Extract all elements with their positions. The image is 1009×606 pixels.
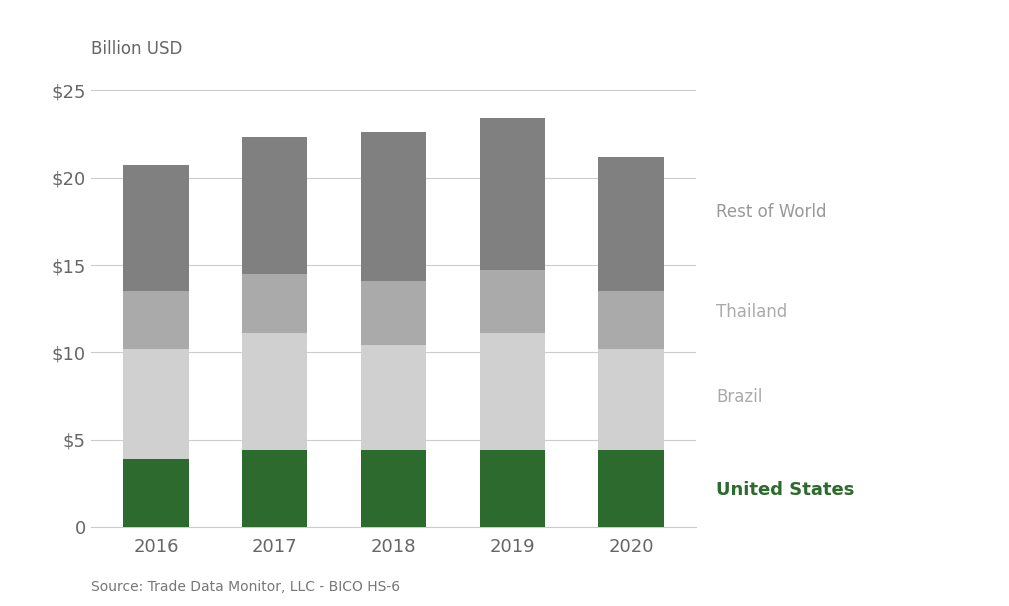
Bar (242, 333, 308, 450)
Text: Brazil: Brazil (716, 388, 763, 406)
Text: Rest of World: Rest of World (716, 202, 827, 221)
Bar (479, 118, 545, 270)
Bar (361, 345, 426, 450)
Bar (123, 349, 189, 459)
Bar (479, 450, 545, 527)
Bar (598, 291, 664, 349)
Bar (123, 459, 189, 527)
Bar (598, 349, 664, 450)
Bar (479, 270, 545, 333)
Bar (598, 450, 664, 527)
Bar (242, 274, 308, 333)
Bar (242, 450, 308, 527)
Bar (598, 156, 664, 291)
Text: Thailand: Thailand (716, 302, 788, 321)
Bar (479, 333, 545, 450)
Text: United States: United States (716, 481, 855, 499)
Bar (123, 291, 189, 349)
Text: Billion USD: Billion USD (91, 39, 183, 58)
Bar (123, 165, 189, 291)
Bar (361, 281, 426, 345)
Bar (361, 132, 426, 281)
Bar (242, 138, 308, 274)
Text: Source: Trade Data Monitor, LLC - BICO HS-6: Source: Trade Data Monitor, LLC - BICO H… (91, 580, 400, 594)
Bar (361, 450, 426, 527)
